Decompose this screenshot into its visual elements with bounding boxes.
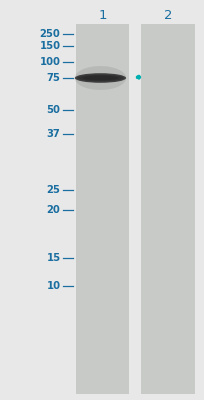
Text: 2: 2: [163, 9, 172, 22]
Text: 75: 75: [46, 73, 60, 83]
Ellipse shape: [74, 66, 125, 90]
Bar: [75, 24, 129, 394]
Ellipse shape: [82, 76, 118, 80]
Text: 10: 10: [46, 281, 60, 291]
Text: 250: 250: [40, 29, 60, 39]
Text: 150: 150: [39, 41, 60, 51]
Text: 37: 37: [47, 129, 60, 139]
Text: 20: 20: [47, 205, 60, 215]
Text: 100: 100: [39, 57, 60, 67]
Text: 50: 50: [46, 105, 60, 115]
Text: 15: 15: [46, 253, 60, 263]
Text: 25: 25: [46, 185, 60, 195]
Text: 1: 1: [98, 9, 106, 22]
Ellipse shape: [77, 75, 123, 81]
Bar: [141, 24, 194, 394]
Ellipse shape: [74, 73, 125, 83]
